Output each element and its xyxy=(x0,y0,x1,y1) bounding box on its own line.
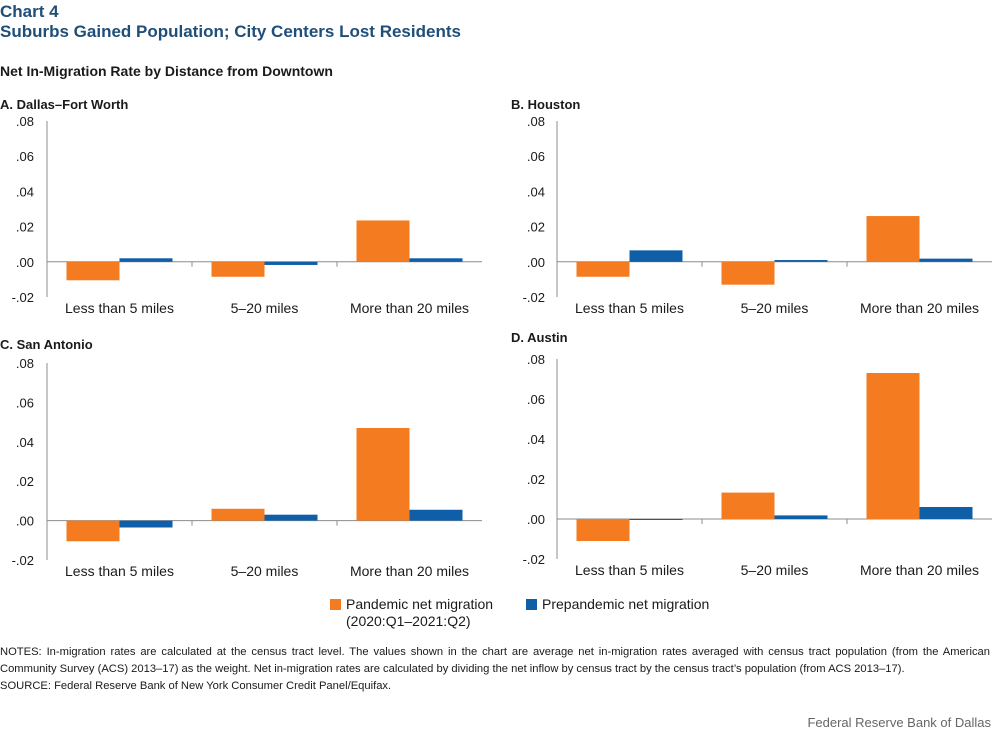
bar-pandemic-2 xyxy=(866,216,920,262)
bar-pandemic-0 xyxy=(66,261,120,281)
x-category-label: More than 20 miles xyxy=(350,300,469,316)
x-category-label: 5–20 miles xyxy=(231,563,299,579)
x-category-label: 5–20 miles xyxy=(741,562,809,578)
y-tick-label: .00 xyxy=(16,255,34,270)
bar-prepandemic-1 xyxy=(774,515,828,519)
bar-prepandemic-0 xyxy=(119,520,173,528)
bar-prepandemic-2 xyxy=(919,507,973,519)
y-tick-label: .02 xyxy=(16,474,34,489)
x-category-label: Less than 5 miles xyxy=(575,300,684,316)
y-tick-label: .06 xyxy=(16,149,34,164)
panel-title-2: C. San Antonio xyxy=(0,337,93,352)
bar-prepandemic-0 xyxy=(629,250,683,262)
bar-pandemic-1 xyxy=(721,261,775,285)
y-tick-label: .06 xyxy=(527,149,545,164)
x-category-label: 5–20 miles xyxy=(741,300,809,316)
chart-subtitle: Net In-Migration Rate by Distance from D… xyxy=(0,63,333,79)
bar-pandemic-1 xyxy=(211,508,265,521)
bar-pandemic-0 xyxy=(576,519,630,541)
x-category-label: More than 20 miles xyxy=(350,563,469,579)
bar-prepandemic-2 xyxy=(919,258,973,262)
bar-prepandemic-1 xyxy=(264,514,318,521)
y-tick-label: .06 xyxy=(527,392,545,407)
bar-prepandemic-0 xyxy=(119,258,173,262)
panel-title-0: A. Dallas–Fort Worth xyxy=(0,97,128,112)
notes: NOTES: In-migration rates are calculated… xyxy=(0,644,990,695)
legend-swatch-prepandemic xyxy=(526,599,537,610)
bar-pandemic-2 xyxy=(356,428,410,521)
x-category-label: 5–20 miles xyxy=(231,300,299,316)
bar-prepandemic-2 xyxy=(409,258,463,262)
bar-pandemic-2 xyxy=(356,220,410,262)
y-tick-label: .02 xyxy=(527,472,545,487)
legend-swatch-pandemic xyxy=(330,599,341,610)
bar-pandemic-0 xyxy=(66,520,120,542)
y-tick-label: .04 xyxy=(16,184,34,199)
notes-text: NOTES: In-migration rates are calculated… xyxy=(0,646,990,675)
chart-title: Suburbs Gained Population; City Centers … xyxy=(0,22,461,41)
y-tick-label: .04 xyxy=(527,184,545,199)
y-tick-label: .04 xyxy=(527,432,545,447)
legend-label-pandemic-line2: (2020:Q1–2021:Q2) xyxy=(346,613,471,629)
y-tick-label: .08 xyxy=(16,356,34,371)
chart-label: Chart 4 xyxy=(0,2,59,21)
y-tick-label: .02 xyxy=(527,220,545,235)
bar-prepandemic-2 xyxy=(409,509,463,521)
charts-area: A. Dallas–Fort Worth .08 .06 .04 .02 .00 -.02 L… xyxy=(0,97,992,579)
x-category-label: Less than 5 miles xyxy=(65,563,174,579)
bar-pandemic-1 xyxy=(211,261,265,277)
y-tick-label: .00 xyxy=(527,255,545,270)
bar-pandemic-2 xyxy=(866,373,920,519)
x-category-label: Less than 5 miles xyxy=(65,300,174,316)
y-tick-label: -.02 xyxy=(523,552,545,567)
x-category-label: Less than 5 miles xyxy=(575,562,684,578)
y-tick-label: .00 xyxy=(16,514,34,529)
y-tick-label: .02 xyxy=(16,220,34,235)
x-category-label: More than 20 miles xyxy=(860,562,979,578)
bar-prepandemic-1 xyxy=(264,261,318,265)
credit: Federal Reserve Bank of Dallas xyxy=(807,715,991,730)
x-category-label: More than 20 miles xyxy=(860,300,979,316)
bar-prepandemic-0 xyxy=(629,519,683,520)
y-tick-label: .08 xyxy=(16,114,34,129)
y-tick-label: .08 xyxy=(527,352,545,367)
y-tick-label: .08 xyxy=(527,114,545,129)
panel-title-1: B. Houston xyxy=(511,97,580,112)
panel-title-3: D. Austin xyxy=(511,330,568,345)
bar-prepandemic-1 xyxy=(774,260,828,262)
y-tick-label: -.02 xyxy=(12,290,34,305)
y-tick-label: .04 xyxy=(16,435,34,450)
y-tick-label: -.02 xyxy=(12,553,34,568)
legend-label-prepandemic: Prepandemic net migration xyxy=(542,596,710,612)
bar-pandemic-0 xyxy=(576,261,630,277)
y-tick-label: .00 xyxy=(527,512,545,527)
bar-pandemic-1 xyxy=(721,492,775,519)
legend-label-pandemic-line1: Pandemic net migration xyxy=(346,596,494,612)
y-tick-label: -.02 xyxy=(523,290,545,305)
y-tick-label: .06 xyxy=(16,395,34,410)
notes-source: SOURCE: Federal Reserve Bank of New York… xyxy=(0,680,392,692)
